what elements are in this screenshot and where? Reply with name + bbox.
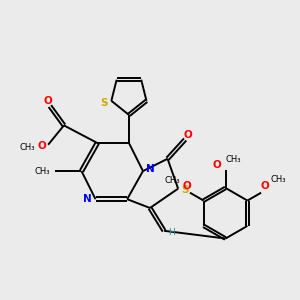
Text: S: S bbox=[100, 98, 107, 108]
Text: CH₃: CH₃ bbox=[34, 167, 50, 176]
Text: CH₃: CH₃ bbox=[226, 155, 241, 164]
Text: O: O bbox=[260, 182, 269, 191]
Text: CH₃: CH₃ bbox=[271, 175, 286, 184]
Text: O: O bbox=[182, 182, 191, 191]
Text: O: O bbox=[212, 160, 221, 170]
Text: O: O bbox=[44, 96, 52, 106]
Text: O: O bbox=[184, 130, 192, 140]
Text: CH₃: CH₃ bbox=[19, 143, 35, 152]
Text: H: H bbox=[168, 228, 175, 237]
Text: N: N bbox=[83, 194, 92, 204]
Text: S: S bbox=[182, 185, 189, 195]
Text: N: N bbox=[146, 164, 154, 174]
Text: CH₃: CH₃ bbox=[165, 176, 180, 185]
Text: O: O bbox=[38, 142, 46, 152]
